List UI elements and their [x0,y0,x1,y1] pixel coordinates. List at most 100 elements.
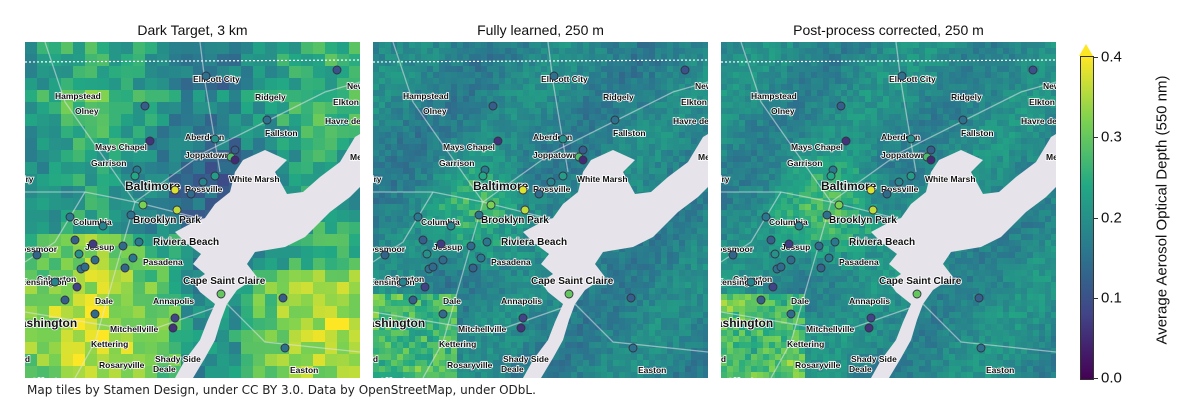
aod-cell [463,108,470,115]
aod-cell [685,54,692,61]
aod-cell [439,264,446,271]
aod-cell [475,126,482,133]
aod-cell [469,360,476,367]
aod-cell [517,72,524,79]
aod-cell [745,66,752,73]
aod-cell [703,336,708,343]
aod-cell [379,246,386,253]
city-label: Mitchellville [110,324,158,334]
aod-cell [373,138,380,145]
aod-cell [427,282,434,289]
city-label: Rosaryville [99,360,145,370]
aod-cell [571,330,578,337]
aod-cell [697,246,704,253]
station-marker [578,155,588,165]
city-label: Cape Saint Claire [183,276,266,287]
aod-cell [1009,132,1016,139]
aod-cell [697,210,704,217]
aod-cell [463,366,470,373]
aod-cell [427,54,434,61]
aod-cell [601,42,608,49]
aod-cell [565,336,572,343]
aod-cell [673,252,680,259]
aod-cell [403,216,410,223]
aod-cell [727,72,734,79]
aod-cell [529,120,536,127]
aod-cell [409,228,416,235]
aod-cell [625,342,632,349]
aod-cell [667,276,674,283]
aod-cell [643,348,650,355]
aod-cell [985,66,992,73]
aod-cell [469,354,476,361]
aod-cell [1039,126,1046,133]
aod-cell [805,84,812,91]
aod-cell [619,246,626,253]
aod-cell [493,114,500,121]
aod-cell [301,282,314,295]
aod-cell [631,72,638,79]
aod-cell [505,90,512,97]
aod-cell [253,102,266,115]
aod-cell [763,66,770,73]
aod-cell [661,66,668,73]
aod-cell [37,90,50,103]
aod-cell [511,48,518,55]
aod-cell [337,42,350,55]
aod-cell [1027,114,1034,121]
aod-cell [727,54,734,61]
aod-cell [823,84,830,91]
aod-cell [511,174,518,181]
aod-cell [397,204,404,211]
aod-cell [667,78,674,85]
aod-cell [505,330,512,337]
aod-cell [523,222,530,229]
aod-cell [637,78,644,85]
aod-cell [505,246,512,253]
aod-cell [403,138,410,145]
aod-cell [481,360,488,367]
aod-cell [931,126,938,133]
aod-cell [853,96,860,103]
aod-cell [529,78,536,85]
aod-cell [373,366,380,373]
aod-cell [463,318,470,325]
aod-cell [655,354,662,361]
aod-cell [601,318,608,325]
aod-cell [643,126,650,133]
aod-cell [337,234,350,247]
aod-cell [403,246,410,253]
aod-cell [655,54,662,61]
aod-cell [631,246,638,253]
aod-cell [541,42,548,49]
aod-cell [547,42,554,49]
aod-cell [895,42,902,49]
aod-cell [661,252,668,259]
aod-cell [613,276,620,283]
aod-cell [463,372,470,378]
aod-cell [37,330,50,343]
aod-cell [433,72,440,79]
aod-cell [523,282,530,289]
aod-cell [373,228,380,235]
aod-cell [121,366,134,378]
aod-cell [649,72,656,79]
aod-cell [457,294,464,301]
aod-cell [661,288,668,295]
aod-cell [583,126,590,133]
aod-cell [997,72,1004,79]
aod-cell [997,96,1004,103]
aod-cell [907,78,914,85]
aod-cell [229,102,242,115]
aod-cell [463,330,470,337]
aod-cell [61,78,74,91]
aod-cell [625,168,632,175]
aod-cell [817,60,824,67]
aod-cell [961,84,968,91]
aod-cell [907,72,914,79]
city-label: Joppatowne [533,150,583,160]
aod-cell [643,120,650,127]
aod-cell [757,72,764,79]
aod-cell [511,258,518,265]
aod-cell [193,306,206,319]
